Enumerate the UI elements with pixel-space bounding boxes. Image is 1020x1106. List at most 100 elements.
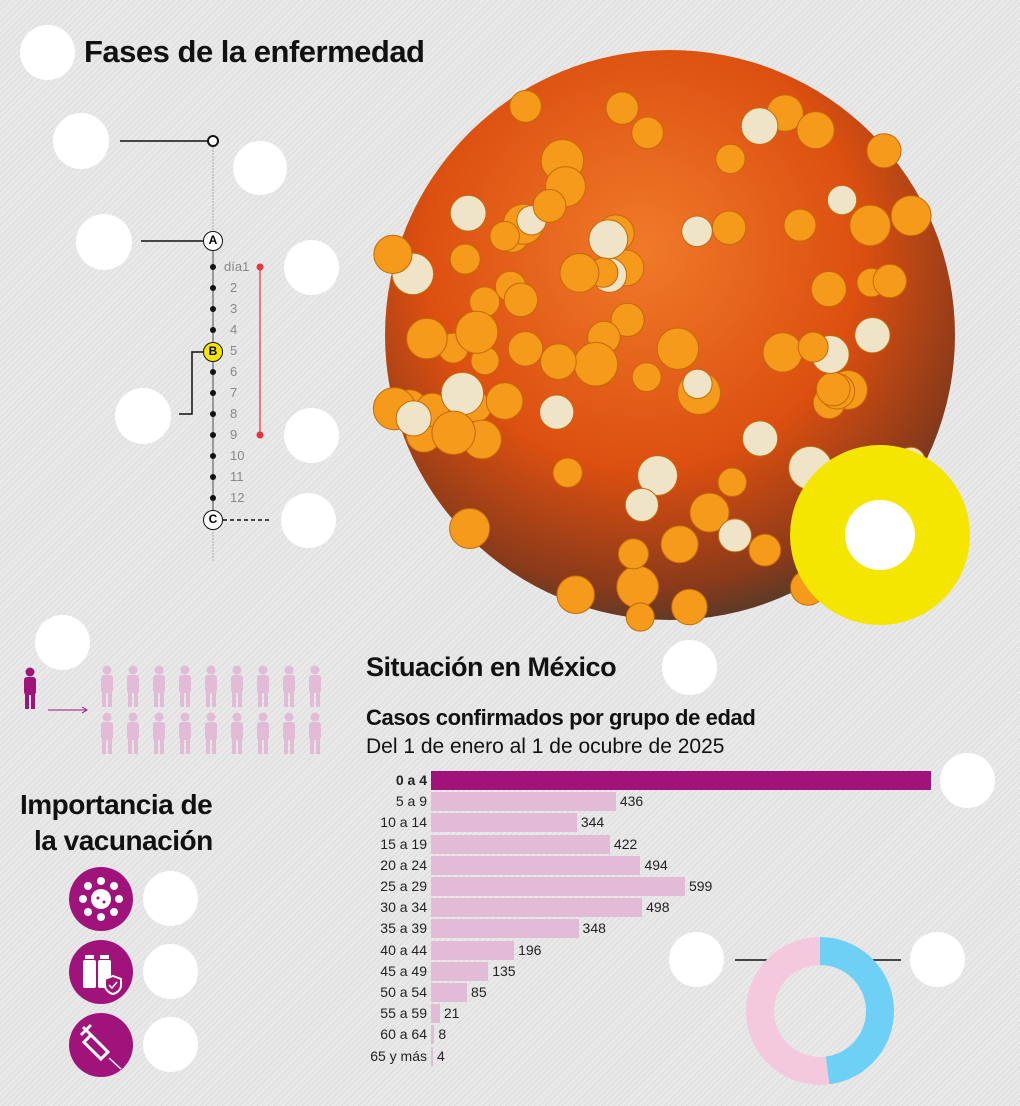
bar (431, 877, 685, 896)
virus-spike (717, 518, 752, 553)
day-label: 7 (230, 385, 238, 400)
virus-spike (503, 282, 539, 318)
placeholder-circle (20, 25, 75, 80)
person-icon (179, 712, 191, 754)
bar-label: 25 a 29 (380, 878, 427, 894)
virus-spike (866, 133, 902, 169)
bar-value: 494 (644, 856, 668, 873)
placeholder-circle (233, 141, 287, 195)
page-title: Fases de la enfermedad (84, 34, 425, 69)
day-dot (210, 285, 216, 291)
bar-value: 85 (471, 984, 487, 1000)
day-dot (210, 495, 216, 501)
person-icon (205, 712, 217, 754)
person-icon (101, 665, 113, 707)
bar-label: 35 a 39 (380, 920, 427, 937)
virus-spike (573, 341, 619, 387)
person-icon (127, 712, 139, 754)
virus-spike (509, 90, 542, 123)
bar-label: 5 a 9 (395, 793, 427, 810)
syringe-icon (69, 1013, 133, 1077)
person-icon (205, 665, 217, 707)
virus-spike (449, 507, 491, 550)
person-icon (231, 712, 243, 754)
donut-chart (735, 937, 901, 1085)
person-icon (101, 712, 113, 754)
day-dot (210, 411, 216, 417)
bar (431, 792, 616, 812)
person-icon (257, 712, 269, 754)
placeholder-circle (662, 640, 717, 695)
day-label: 5 (230, 343, 238, 358)
placeholder-circle (281, 493, 336, 548)
bar (431, 919, 579, 939)
bar (431, 1004, 440, 1024)
virus-spike (631, 362, 662, 393)
bar-label: 55 a 59 (380, 1005, 427, 1022)
placeholder-circle (143, 871, 198, 926)
person-icon (231, 665, 243, 707)
start-marker (207, 135, 219, 147)
virus-spike (682, 368, 713, 400)
virus-spike (660, 525, 699, 564)
bar-label: 40 a 44 (380, 941, 427, 958)
bar-value: 498 (646, 899, 670, 916)
virus-spike (890, 195, 932, 237)
vaccine-bottles-shield-icon (69, 940, 133, 1004)
bar-label: 10 a 14 (380, 814, 427, 831)
day-label: 6 (230, 364, 238, 379)
virus-spike (455, 310, 499, 354)
placeholder-circle (940, 753, 995, 808)
virus-spike (540, 343, 577, 380)
virus-spike (605, 91, 639, 125)
bar (431, 855, 641, 875)
virus-spike (616, 565, 659, 609)
virus-spike (532, 189, 567, 223)
bar (431, 813, 577, 833)
person-icon (283, 665, 295, 707)
bar-value: 436 (619, 793, 644, 810)
person-icon (283, 712, 295, 754)
virus-spike (440, 371, 485, 416)
bar (431, 983, 468, 1002)
virus-spike (797, 331, 829, 363)
bar (431, 1025, 435, 1045)
day-dot (210, 327, 216, 333)
day-label: día1 (224, 259, 250, 274)
person-icon (153, 712, 165, 754)
phase-node-a: A (203, 231, 223, 251)
placeholder-circle (143, 944, 198, 999)
day-label: 2 (230, 280, 238, 295)
virus-spike (559, 252, 600, 293)
day-label: 4 (230, 322, 238, 337)
person-icon (127, 665, 139, 707)
virus-spike (711, 210, 747, 246)
placeholder-circle (53, 113, 109, 169)
virus-spike (449, 194, 487, 232)
placeholder-circle (35, 615, 90, 670)
day-dot (210, 453, 216, 459)
placeholder-circle (669, 932, 724, 987)
bar-label: 20 a 24 (380, 856, 427, 873)
virus-spike (556, 575, 596, 615)
virus-spike (552, 457, 583, 488)
virus-spike (617, 538, 649, 570)
virus-icon (69, 867, 133, 931)
donut-slice (746, 937, 830, 1085)
virus-spike (671, 588, 708, 626)
day-dot (210, 369, 216, 375)
person-icon (153, 665, 165, 707)
bar-label: 65 y más (370, 1047, 427, 1064)
section-title: Situación en México (366, 652, 617, 682)
virus-spike (489, 220, 520, 252)
day-label: 8 (230, 406, 238, 421)
placeholder-circle (910, 932, 965, 987)
virus-illustration (372, 50, 970, 632)
person-icon (309, 712, 321, 754)
virus-spike (783, 208, 817, 242)
virus-spike (810, 271, 847, 308)
person-icon (179, 665, 191, 707)
virus-spike (625, 602, 655, 632)
bar-label: 60 a 64 (380, 1026, 427, 1043)
bar-value: 196 (518, 941, 542, 958)
